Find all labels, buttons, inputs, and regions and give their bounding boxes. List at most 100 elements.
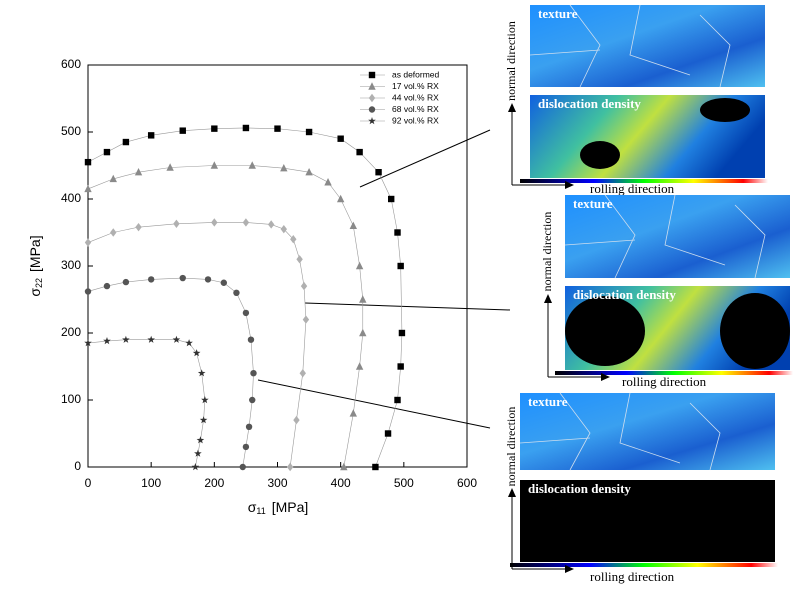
x-tick-label: 200	[204, 476, 224, 490]
marker	[242, 443, 250, 451]
marker	[179, 127, 186, 134]
blob	[565, 296, 645, 366]
texture-map	[565, 195, 790, 278]
grain-boundaries	[564, 194, 766, 279]
arrow-head	[508, 103, 516, 112]
marker	[286, 462, 294, 472]
marker	[134, 168, 143, 176]
marker	[84, 184, 92, 193]
x-tick-label: 0	[85, 476, 92, 490]
marker	[372, 463, 379, 471]
marker	[211, 125, 218, 132]
marker	[103, 337, 111, 345]
marker	[122, 335, 130, 343]
axis-direction-label: normal direction	[504, 407, 518, 487]
legend-label: 17 vol.% RX	[392, 81, 439, 91]
marker	[398, 329, 406, 337]
legend-label: 68 vol.% RX	[392, 104, 439, 114]
marker	[397, 363, 404, 370]
series-line	[87, 277, 254, 468]
panel-label: texture	[528, 394, 568, 409]
grain-boundaries	[519, 392, 721, 471]
marker	[197, 369, 206, 377]
axis-direction-label: normal direction	[504, 21, 518, 101]
marker	[201, 396, 209, 404]
marker	[239, 463, 246, 471]
marker	[147, 276, 155, 283]
marker	[194, 449, 202, 457]
x-tick-label: 300	[267, 476, 287, 490]
legend-label: 44 vol.% RX	[392, 92, 439, 102]
marker	[210, 161, 219, 169]
y-tick-label: 500	[61, 124, 81, 138]
axis-label-part: [MPa]	[27, 235, 43, 272]
panel-label: dislocation density	[528, 481, 631, 496]
marker	[336, 194, 345, 203]
arrow-head	[508, 488, 516, 497]
marker	[349, 409, 357, 417]
marker	[394, 396, 401, 404]
marker	[185, 339, 193, 347]
axis-label-part: σ	[248, 499, 257, 515]
y-tick-label: 200	[61, 325, 81, 339]
marker	[375, 169, 382, 176]
arrow-head	[601, 373, 610, 381]
marker	[290, 235, 297, 244]
marker	[191, 463, 200, 471]
marker	[196, 436, 205, 444]
panel-label: texture	[573, 196, 613, 211]
marker	[122, 278, 130, 286]
marker	[211, 218, 218, 227]
arrow-head	[565, 181, 574, 189]
marker	[247, 336, 255, 343]
marker	[245, 423, 253, 430]
marker	[337, 135, 344, 142]
panel-label: texture	[538, 6, 578, 21]
marker	[324, 178, 332, 186]
marker	[147, 132, 155, 139]
y-tick-label: 100	[61, 392, 81, 406]
x-tick-label: 500	[394, 476, 414, 490]
marker	[242, 124, 250, 132]
marker	[122, 138, 130, 146]
series-line	[87, 339, 206, 468]
panel-label: dislocation density	[573, 287, 676, 302]
marker	[199, 416, 208, 424]
marker	[340, 462, 348, 471]
marker	[359, 328, 367, 337]
marker	[250, 370, 257, 377]
marker	[179, 274, 186, 282]
marker	[356, 148, 363, 156]
marker	[109, 174, 117, 183]
x-tick-label: 600	[457, 476, 477, 490]
leader-line	[359, 129, 491, 188]
y-tick-label: 0	[74, 459, 81, 473]
marker	[84, 238, 92, 247]
legend-marker	[368, 117, 376, 125]
axis-direction-label: rolling direction	[590, 181, 675, 196]
marker	[248, 161, 256, 169]
marker	[300, 281, 308, 291]
legend-label: as deformed	[392, 69, 440, 79]
marker	[359, 295, 367, 303]
marker	[242, 309, 250, 317]
plot-frame	[87, 64, 468, 468]
axis-label-part: 11	[256, 506, 265, 516]
marker	[388, 195, 395, 203]
texture-map	[530, 5, 765, 87]
marker	[173, 219, 180, 228]
leader-line	[304, 302, 511, 311]
leader-line	[257, 379, 491, 429]
axis-direction-label: rolling direction	[622, 374, 707, 389]
axis-label-part: [MPa]	[272, 499, 309, 515]
marker	[355, 261, 364, 270]
series-line	[87, 165, 364, 468]
legend-marker	[368, 93, 376, 103]
marker	[299, 369, 306, 378]
arrow-head	[544, 294, 552, 303]
marker	[84, 288, 92, 295]
marker	[305, 168, 313, 176]
blob	[580, 141, 620, 169]
blob	[720, 293, 790, 369]
